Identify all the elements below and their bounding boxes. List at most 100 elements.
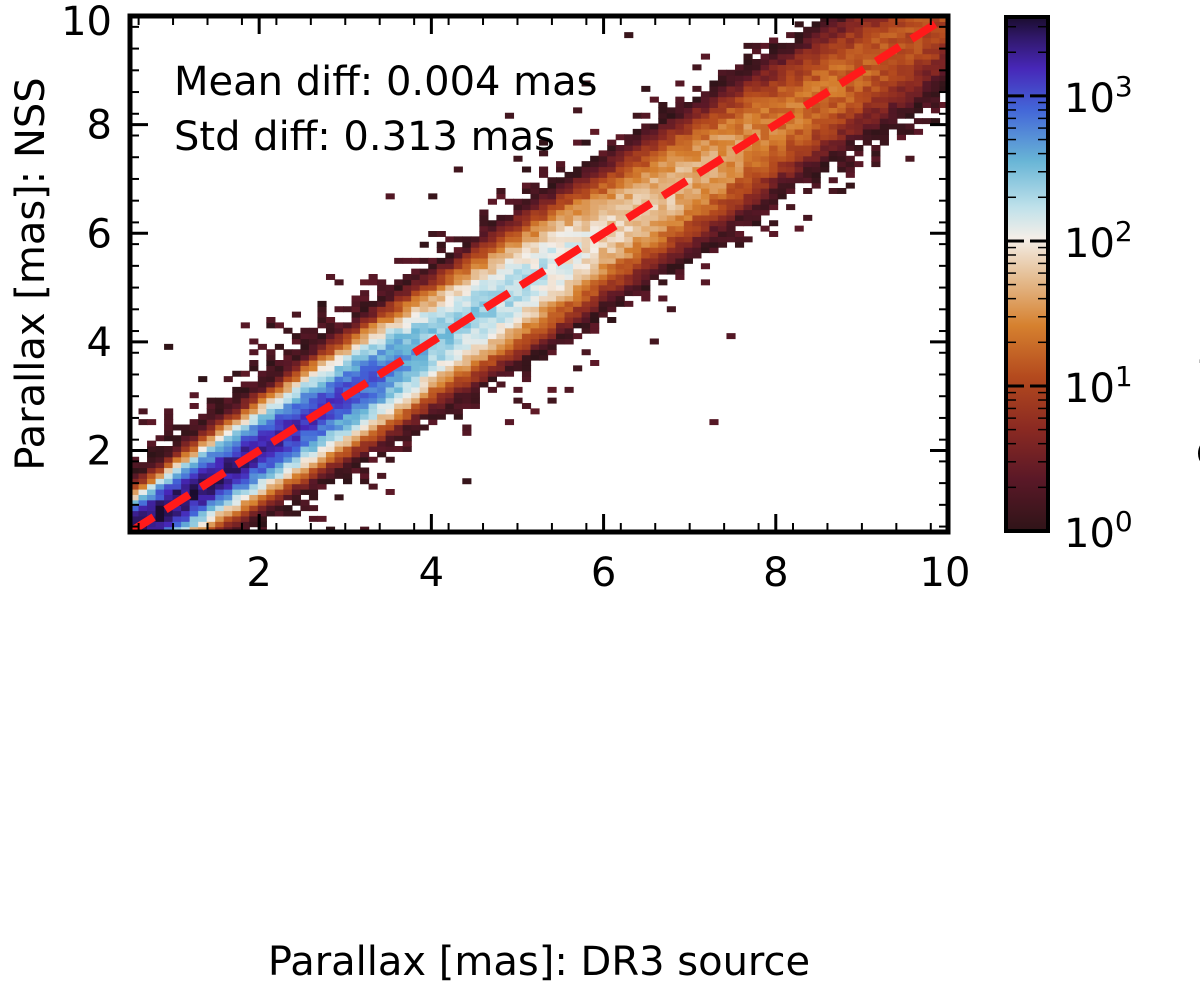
histogram-bin: [556, 161, 566, 168]
histogram-bin: [803, 112, 813, 119]
histogram-bin: [760, 69, 770, 76]
histogram-bin: [283, 392, 293, 399]
histogram-bin: [300, 365, 310, 372]
histogram-bin: [496, 193, 506, 200]
histogram-bin: [325, 408, 336, 415]
histogram-bin: [343, 403, 353, 409]
histogram-bin: [854, 161, 864, 168]
histogram-bin: [360, 467, 370, 474]
histogram-bin: [325, 386, 336, 393]
histogram-bin: [445, 252, 455, 259]
histogram-bin: [172, 505, 182, 512]
histogram-bin: [564, 327, 574, 334]
histogram-bin: [547, 306, 557, 313]
histogram-bin: [351, 413, 361, 420]
histogram-bin: [521, 252, 532, 259]
histogram-bin: [232, 499, 242, 506]
histogram-bin: [300, 413, 310, 420]
histogram-bin: [232, 424, 242, 431]
histogram-bin: [581, 220, 591, 227]
histogram-bin: [138, 478, 148, 485]
histogram-bin: [445, 268, 455, 275]
histogram-bin: [913, 102, 924, 108]
plot-frame: [127, 13, 951, 535]
histogram-bin: [419, 311, 429, 318]
histogram-bin: [504, 220, 515, 227]
histogram-bin: [752, 123, 762, 130]
histogram-bin: [343, 360, 353, 366]
histogram-bin: [641, 290, 651, 297]
histogram-bin: [411, 403, 421, 409]
histogram-bin: [155, 472, 165, 479]
histogram-bin: [607, 295, 617, 302]
histogram-bin: [402, 338, 412, 345]
histogram-bin: [862, 42, 872, 49]
histogram-bin: [240, 419, 250, 426]
histogram-bin: [896, 128, 906, 135]
histogram-bin: [428, 419, 438, 426]
histogram-bin: [453, 268, 463, 275]
histogram-bin: [590, 188, 600, 194]
histogram-bin: [734, 193, 745, 200]
histogram-bin: [769, 198, 779, 205]
histogram-bin: [700, 198, 711, 205]
histogram-bin: [385, 376, 395, 383]
histogram-bin: [496, 365, 506, 372]
histogram-bin: [223, 467, 233, 474]
histogram-bin: [206, 403, 216, 409]
histogram-bin: [325, 419, 336, 426]
histogram-bin: [232, 472, 242, 479]
histogram-bin: [240, 435, 250, 442]
histogram-bin: [547, 177, 557, 184]
histogram-bin: [692, 134, 702, 141]
histogram-bin: [530, 317, 540, 323]
histogram-bin: [913, 107, 924, 114]
histogram-bin: [786, 85, 796, 92]
histogram-bin: [530, 257, 540, 264]
histogram-bin: [649, 274, 659, 280]
histogram-bin: [470, 354, 480, 361]
histogram-bin: [717, 128, 728, 135]
histogram-bin: [939, 48, 948, 55]
histogram-bin: [641, 139, 651, 146]
histogram-bin: [879, 85, 889, 92]
histogram-bin: [360, 290, 370, 297]
histogram-bin: [760, 75, 770, 82]
histogram-bin: [709, 128, 719, 135]
histogram-bin: [470, 306, 480, 313]
histogram-bin: [343, 397, 353, 404]
histogram-bin: [607, 290, 617, 297]
histogram-bin: [419, 327, 429, 334]
histogram-bin: [743, 204, 753, 211]
histogram-bin: [734, 177, 745, 184]
histogram-bin: [325, 413, 336, 420]
histogram-bin: [547, 198, 557, 205]
histogram-bin: [521, 231, 532, 237]
histogram-bin: [837, 155, 847, 162]
histogram-bin: [539, 236, 549, 243]
colorbar-tick-label: 100: [1064, 505, 1133, 557]
histogram-bin: [905, 128, 915, 135]
histogram-bin: [871, 102, 881, 108]
histogram-bin: [504, 360, 515, 366]
histogram-bin: [266, 370, 276, 377]
histogram-bin: [862, 91, 872, 98]
histogram-bin: [402, 365, 412, 372]
histogram-bin: [828, 145, 838, 151]
histogram-bin: [888, 53, 898, 60]
histogram-bin: [743, 128, 753, 135]
histogram-bin: [658, 268, 668, 275]
histogram-bin: [913, 48, 924, 55]
histogram-bin: [675, 198, 685, 205]
histogram-bin: [769, 171, 779, 178]
histogram-bin: [777, 91, 787, 98]
histogram-bin: [845, 21, 855, 28]
histogram-bin: [445, 397, 455, 404]
histogram-bin: [666, 112, 676, 119]
histogram-bin: [385, 327, 395, 334]
histogram-bin: [172, 446, 182, 452]
histogram-bin: [794, 53, 804, 60]
histogram-bin: [496, 311, 506, 318]
histogram-bin: [598, 263, 608, 270]
histogram-bin: [504, 247, 515, 254]
